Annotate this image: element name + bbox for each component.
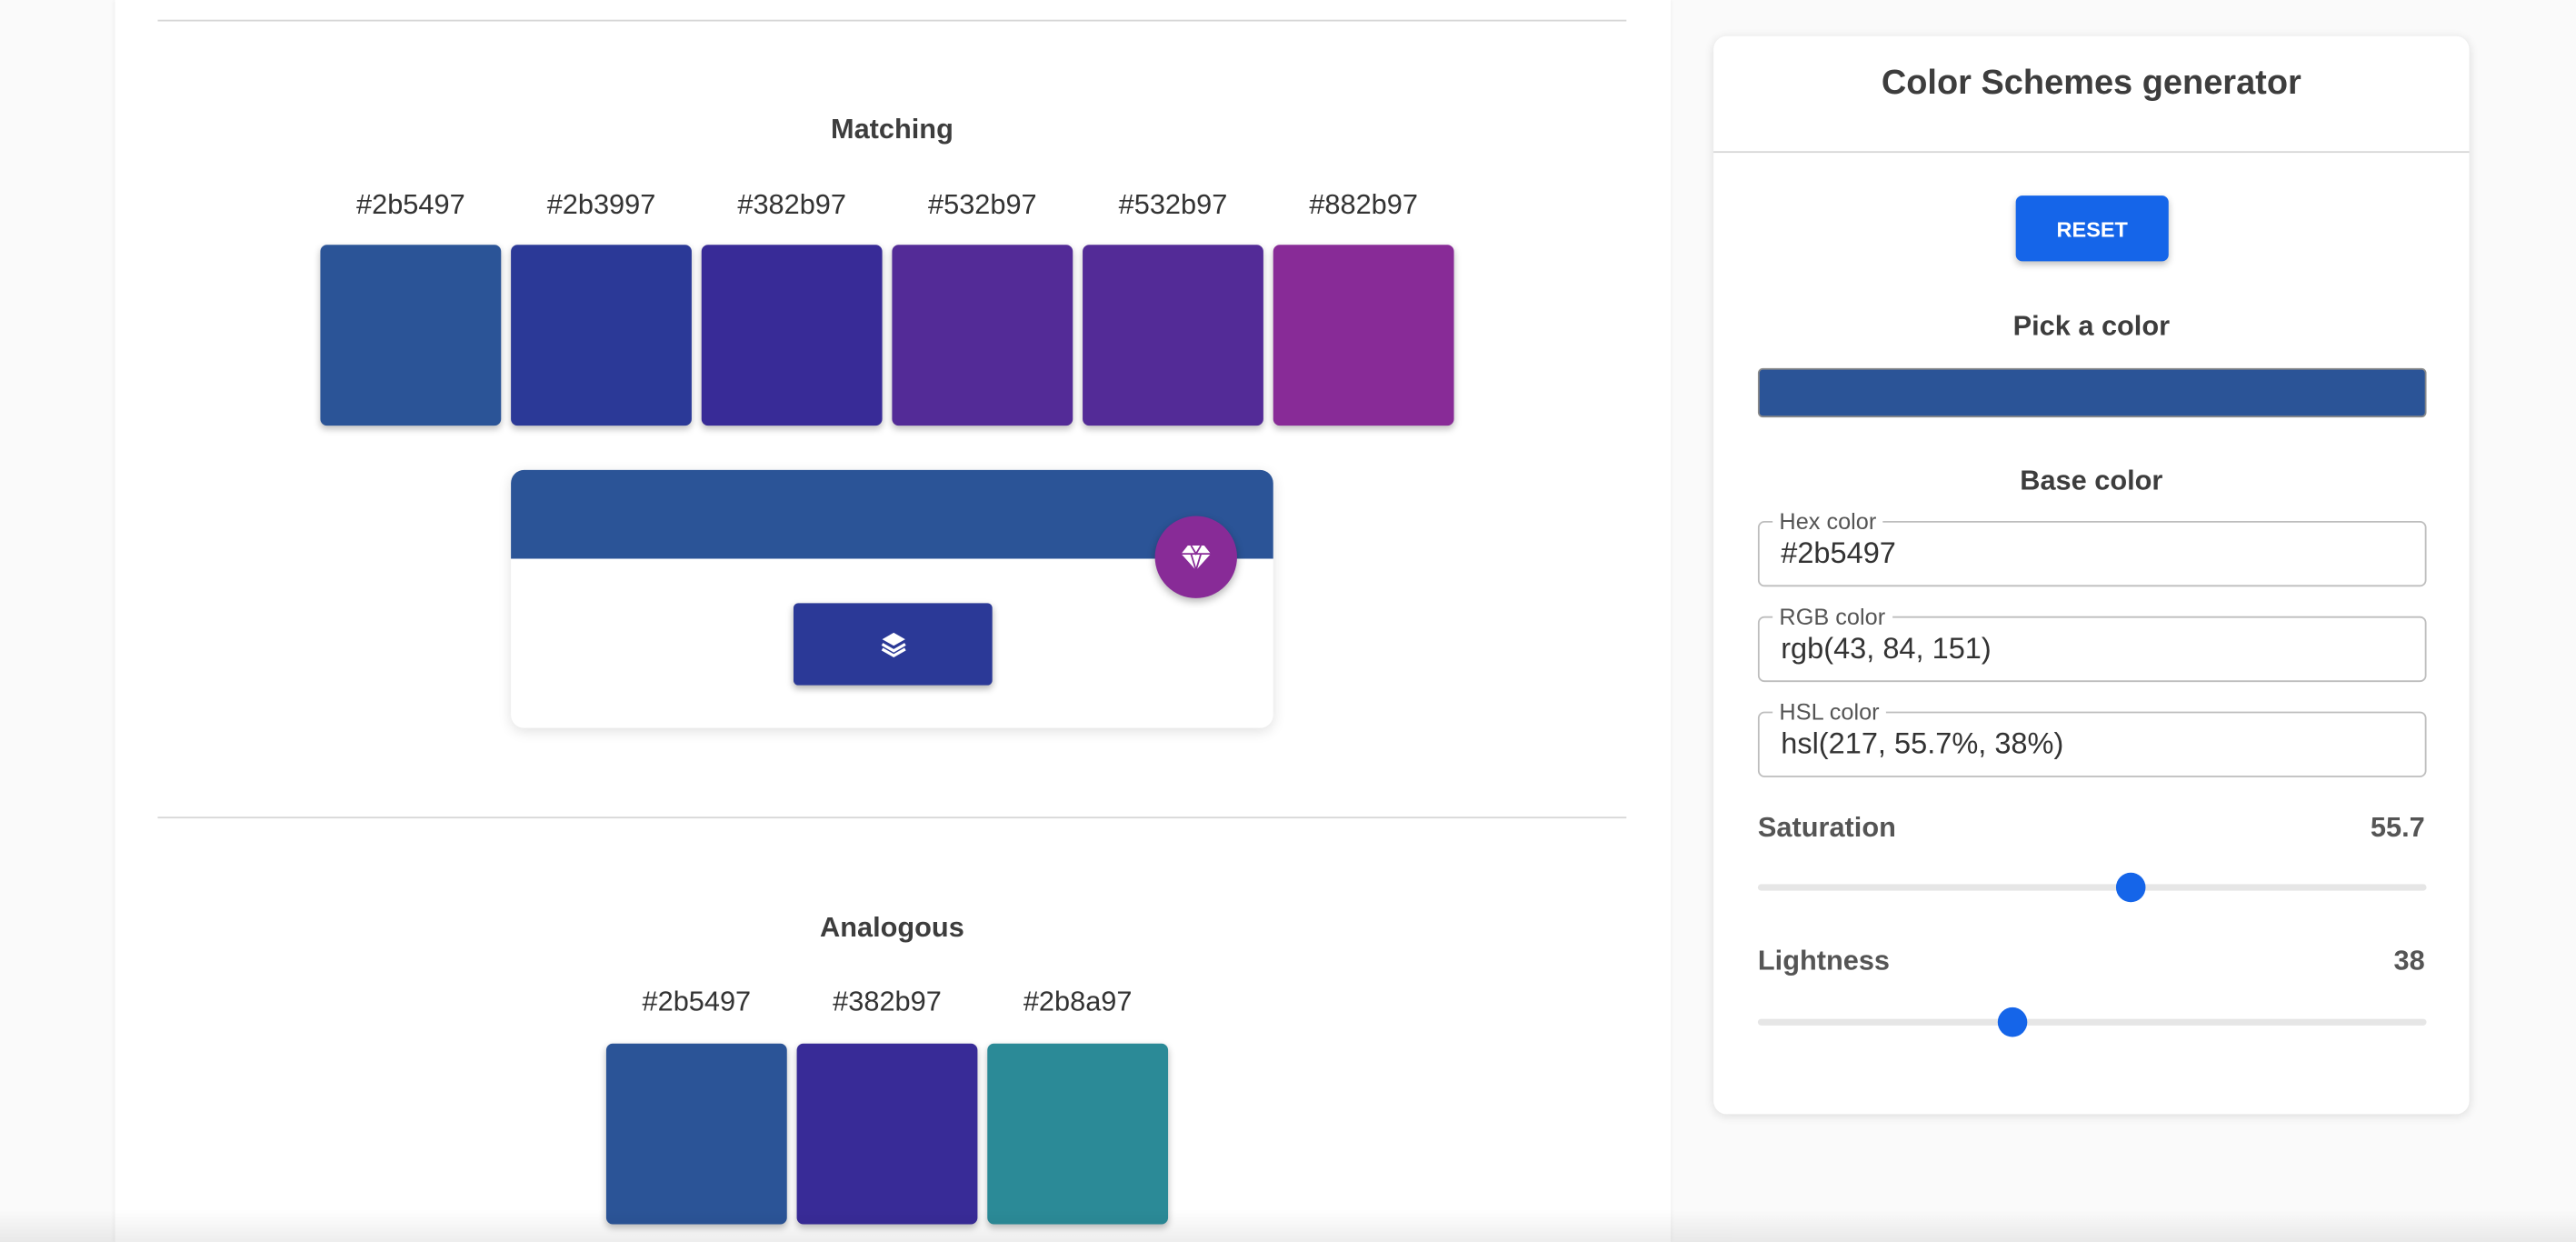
swatch — [511, 245, 692, 426]
hex-label: #2b3997 — [546, 188, 656, 221]
reset-button[interactable]: RESET — [2015, 195, 2169, 262]
field-value: #2b5497 — [1781, 536, 1896, 570]
main-panel: Matching #2b5497 #2b3997 #382b97 #532b97 #53… — [115, 0, 1672, 1242]
divider — [157, 816, 1627, 819]
divider — [1713, 151, 2470, 154]
field-value: rgb(43, 84, 151) — [1781, 631, 1992, 666]
slider-label: Saturation — [1757, 811, 1896, 844]
field-value: hsl(217, 55.7%, 38%) — [1781, 726, 2064, 760]
swatch — [796, 1043, 978, 1225]
hex-label: #2b5497 — [642, 986, 752, 1017]
base-label: Base color — [2020, 465, 2163, 496]
slider-track — [1757, 872, 2427, 903]
field-label: Hex color — [1772, 507, 1883, 535]
field-label: HSL color — [1772, 698, 1886, 726]
bottom-shadow — [0, 1209, 2576, 1242]
section-title: Analogous — [820, 912, 964, 944]
slider-value: 38 — [2393, 945, 2425, 977]
swatch — [605, 1043, 787, 1225]
hex-label: #2b5497 — [356, 188, 465, 221]
hex-label: #532b97 — [1118, 188, 1228, 221]
slider-value: 55.7 — [2370, 811, 2425, 844]
swatch — [892, 245, 1073, 426]
hex-label: #2b8a97 — [1023, 986, 1133, 1017]
preview-card — [511, 469, 1273, 728]
field-label: RGB color — [1772, 603, 1892, 630]
hex-label: #382b97 — [833, 986, 942, 1017]
sidebar: Color Schemes generator RESET Pick a col… — [1713, 35, 2470, 1115]
swatch — [701, 245, 883, 426]
section-title: Matching — [830, 113, 954, 145]
swatch — [1083, 245, 1263, 426]
swatch — [320, 245, 502, 426]
layers-button[interactable] — [793, 603, 993, 686]
card-header — [511, 469, 1273, 559]
slider-thumb[interactable] — [1997, 1007, 2027, 1037]
slider-label: Lightness — [1757, 945, 1891, 977]
fab-button[interactable] — [1154, 516, 1237, 598]
swatch — [1273, 245, 1454, 426]
diamond-icon — [1181, 545, 1212, 571]
slider-track — [1757, 1007, 2427, 1037]
text-field[interactable]: HSL color hsl(217, 55.7%, 38%) — [1757, 698, 2427, 777]
text-field[interactable]: RGB color rgb(43, 84, 151) — [1757, 603, 2427, 683]
hex-label: #882b97 — [1309, 188, 1418, 221]
pick-label: Pick a color — [2012, 310, 2171, 342]
hex-label: #382b97 — [737, 188, 846, 221]
color-picker[interactable] — [1757, 367, 2427, 418]
sidebar-title: Color Schemes generator — [1881, 64, 2301, 103]
text-field[interactable]: Hex color #2b5497 — [1757, 507, 2427, 587]
divider — [157, 19, 1627, 22]
layers-icon — [880, 632, 905, 657]
swatch — [987, 1043, 1169, 1225]
hex-label: #532b97 — [928, 188, 1037, 221]
slider-thumb[interactable] — [2115, 872, 2145, 903]
